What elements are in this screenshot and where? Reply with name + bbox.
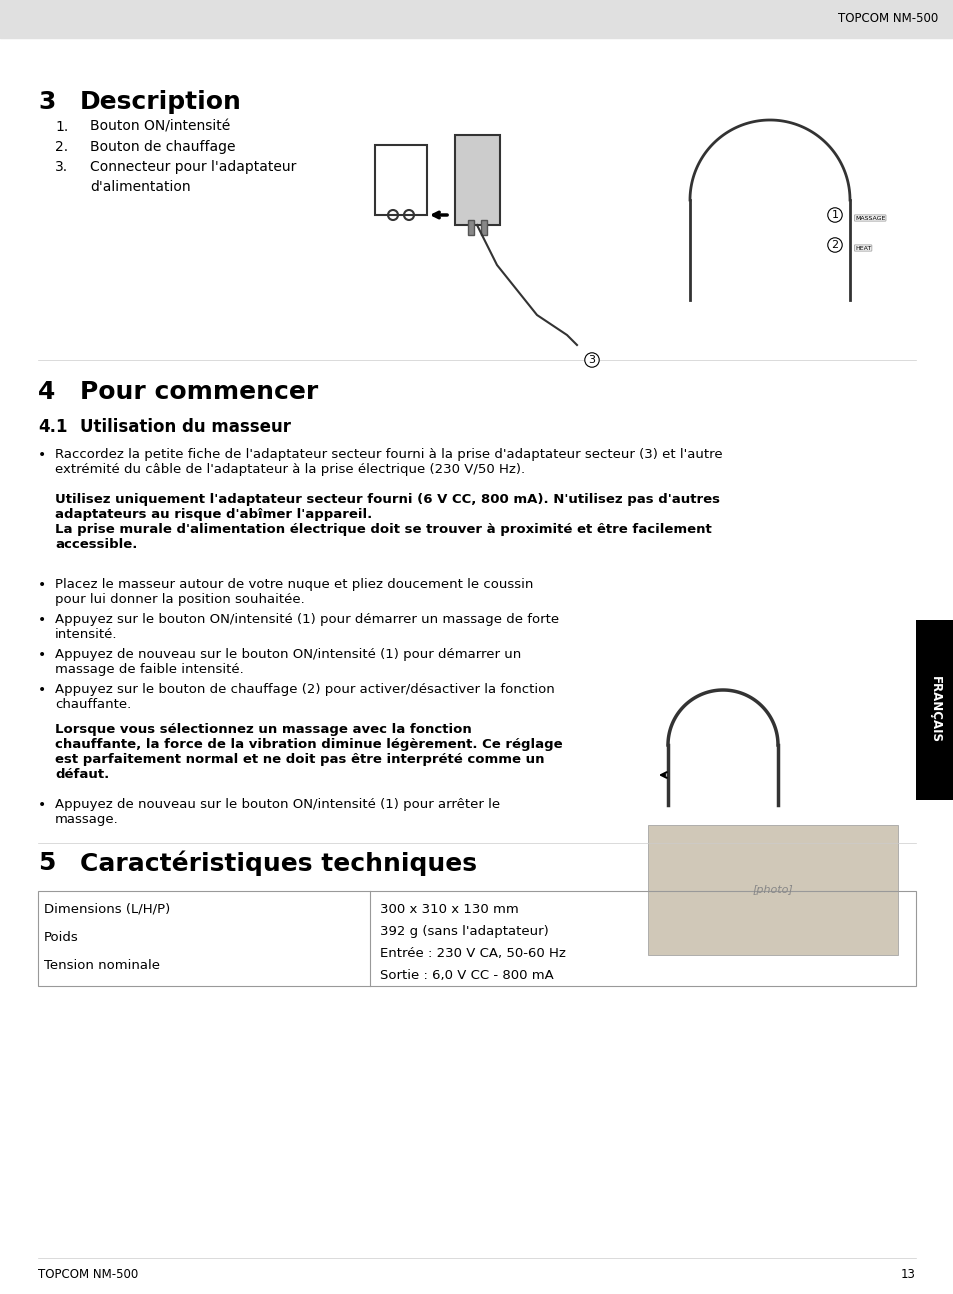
Bar: [468, 220, 474, 236]
Text: 300 x 310 x 130 mm: 300 x 310 x 130 mm: [379, 903, 518, 916]
Text: Utilisez uniquement l'adaptateur secteur fourni (6 V CC, 800 mA). N'utilisez pas: Utilisez uniquement l'adaptateur secteur…: [55, 493, 720, 551]
Text: 3.: 3.: [55, 160, 68, 173]
Text: 3: 3: [38, 91, 55, 114]
Text: d'alimentation: d'alimentation: [90, 180, 191, 194]
Text: •: •: [38, 578, 46, 591]
Text: 5: 5: [38, 851, 55, 875]
Text: Appuyez de nouveau sur le bouton ON/intensité (1) pour arrêter le
massage.: Appuyez de nouveau sur le bouton ON/inte…: [55, 798, 499, 826]
Text: TOPCOM NM-500: TOPCOM NM-500: [38, 1268, 138, 1281]
Text: •: •: [38, 448, 46, 462]
Text: Lorsque vous sélectionnez un massage avec la fonction
chauffante, la force de la: Lorsque vous sélectionnez un massage ave…: [55, 723, 562, 782]
Text: •: •: [38, 798, 46, 813]
Text: Utilisation du masseur: Utilisation du masseur: [80, 418, 291, 436]
Bar: [0, 0, 953, 38]
Text: 13: 13: [901, 1268, 915, 1281]
Text: 392 g (sans l'adaptateur): 392 g (sans l'adaptateur): [379, 925, 548, 938]
Bar: [480, 220, 486, 236]
Text: 2: 2: [831, 239, 838, 250]
Bar: [647, 826, 897, 955]
Text: 1: 1: [831, 210, 838, 220]
Text: Pour commencer: Pour commencer: [80, 380, 318, 404]
Text: Description: Description: [80, 91, 242, 114]
Text: Poids: Poids: [44, 930, 79, 945]
Text: HEAT: HEAT: [854, 246, 870, 251]
Text: 4: 4: [38, 380, 55, 404]
Text: Appuyez sur le bouton de chauffage (2) pour activer/désactiver la fonction
chauf: Appuyez sur le bouton de chauffage (2) p…: [55, 683, 554, 710]
Text: Appuyez de nouveau sur le bouton ON/intensité (1) pour démarrer un
massage de fa: Appuyez de nouveau sur le bouton ON/inte…: [55, 648, 520, 675]
Text: Appuyez sur le bouton ON/intensité (1) pour démarrer un massage de forte
intensi: Appuyez sur le bouton ON/intensité (1) p…: [55, 613, 558, 641]
Text: [photo]: [photo]: [752, 885, 793, 895]
Text: Raccordez la petite fiche de l'adaptateur secteur fourni à la prise d'adaptateur: Raccordez la petite fiche de l'adaptateu…: [55, 448, 721, 476]
Bar: [915, 620, 953, 800]
Text: 1.: 1.: [55, 120, 69, 135]
Text: Caractéristiques techniques: Caractéristiques techniques: [80, 851, 476, 876]
Text: •: •: [38, 613, 46, 628]
Text: FRANÇAIS: FRANÇAIS: [927, 677, 941, 744]
Text: TOPCOM NM-500: TOPCOM NM-500: [837, 13, 937, 26]
Bar: [38, 892, 915, 986]
Text: Tension nominale: Tension nominale: [44, 959, 160, 972]
Text: •: •: [38, 683, 46, 697]
Text: Entrée : 230 V CA, 50-60 Hz: Entrée : 230 V CA, 50-60 Hz: [379, 947, 565, 960]
Text: Bouton ON/intensité: Bouton ON/intensité: [90, 120, 230, 135]
Text: Placez le masseur autour de votre nuque et pliez doucement le coussin
pour lui d: Placez le masseur autour de votre nuque …: [55, 578, 533, 606]
Text: 3: 3: [588, 355, 595, 365]
Text: •: •: [38, 648, 46, 663]
Text: Connecteur pour l'adaptateur: Connecteur pour l'adaptateur: [90, 160, 296, 173]
Bar: [455, 135, 499, 225]
Text: Dimensions (L/H/P): Dimensions (L/H/P): [44, 903, 170, 916]
Text: 4.1: 4.1: [38, 418, 68, 436]
Text: MASSAGE: MASSAGE: [854, 216, 884, 220]
Bar: [375, 145, 427, 215]
Text: Sortie : 6,0 V CC - 800 mA: Sortie : 6,0 V CC - 800 mA: [379, 969, 553, 982]
Text: Bouton de chauffage: Bouton de chauffage: [90, 140, 235, 154]
Text: 2.: 2.: [55, 140, 68, 154]
